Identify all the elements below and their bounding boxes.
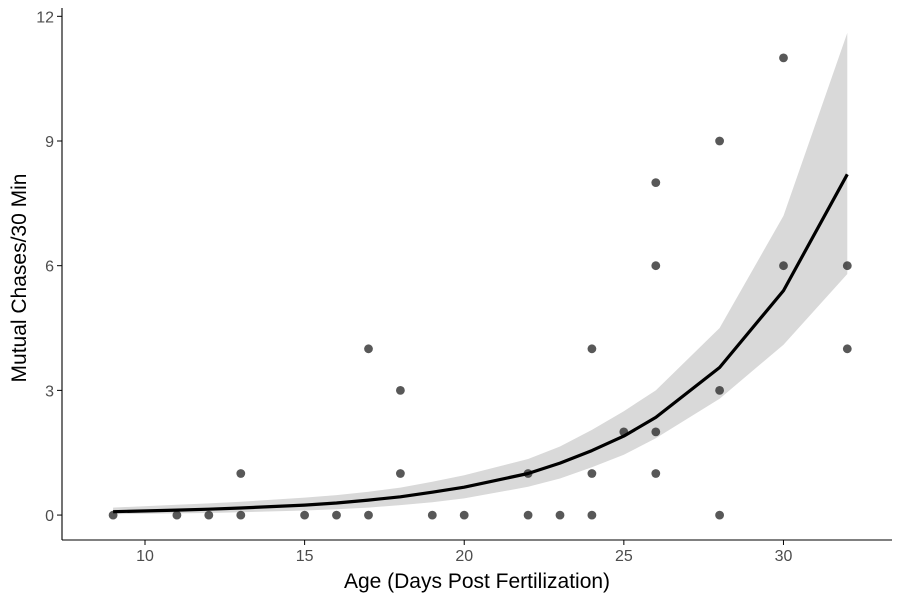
fit-line [113, 173, 849, 514]
x-tick-label: 30 [775, 548, 793, 565]
y-tick-label: 12 [36, 9, 54, 26]
fit-line-layer [113, 173, 849, 514]
x-tick-label: 25 [615, 548, 633, 565]
data-point [587, 344, 597, 354]
data-point [427, 510, 437, 520]
confidence-band-layer [113, 32, 848, 515]
x-ticks: 10 15 20 25 30 [136, 540, 792, 565]
data-point [779, 261, 788, 271]
data-point [396, 469, 405, 478]
data-point [715, 136, 724, 146]
data-point [300, 510, 309, 520]
data-point [651, 178, 661, 188]
data-point [204, 510, 214, 520]
y-tick-label: 0 [45, 508, 54, 525]
data-point [236, 510, 246, 520]
confidence-band [113, 32, 848, 515]
data-point [587, 510, 597, 520]
data-point [332, 510, 341, 520]
data-point [842, 261, 852, 271]
data-point [523, 510, 533, 520]
data-point [396, 386, 405, 395]
y-tick-label: 9 [45, 134, 54, 151]
x-axis-title: Age (Days Post Fertilization) [344, 570, 610, 593]
data-point [364, 510, 373, 520]
data-point [715, 386, 724, 395]
data-point [651, 469, 661, 478]
data-point [651, 261, 661, 271]
y-axis-title: Mutual Chases/30 Min [8, 174, 31, 383]
data-point [779, 53, 788, 63]
data-point [842, 344, 852, 354]
data-point [587, 469, 597, 478]
points-layer [108, 53, 852, 520]
data-point [236, 469, 246, 478]
x-tick-label: 10 [136, 548, 154, 565]
data-point [651, 427, 661, 437]
data-point [555, 510, 565, 520]
y-tick-label: 6 [45, 259, 54, 276]
data-point [364, 344, 373, 354]
y-ticks: 0 3 6 9 12 [36, 9, 62, 525]
data-point [459, 510, 469, 520]
data-point [715, 510, 724, 520]
y-tick-label: 3 [45, 383, 54, 400]
x-tick-label: 20 [455, 548, 473, 565]
data-point [172, 510, 182, 520]
x-tick-label: 15 [296, 548, 314, 565]
